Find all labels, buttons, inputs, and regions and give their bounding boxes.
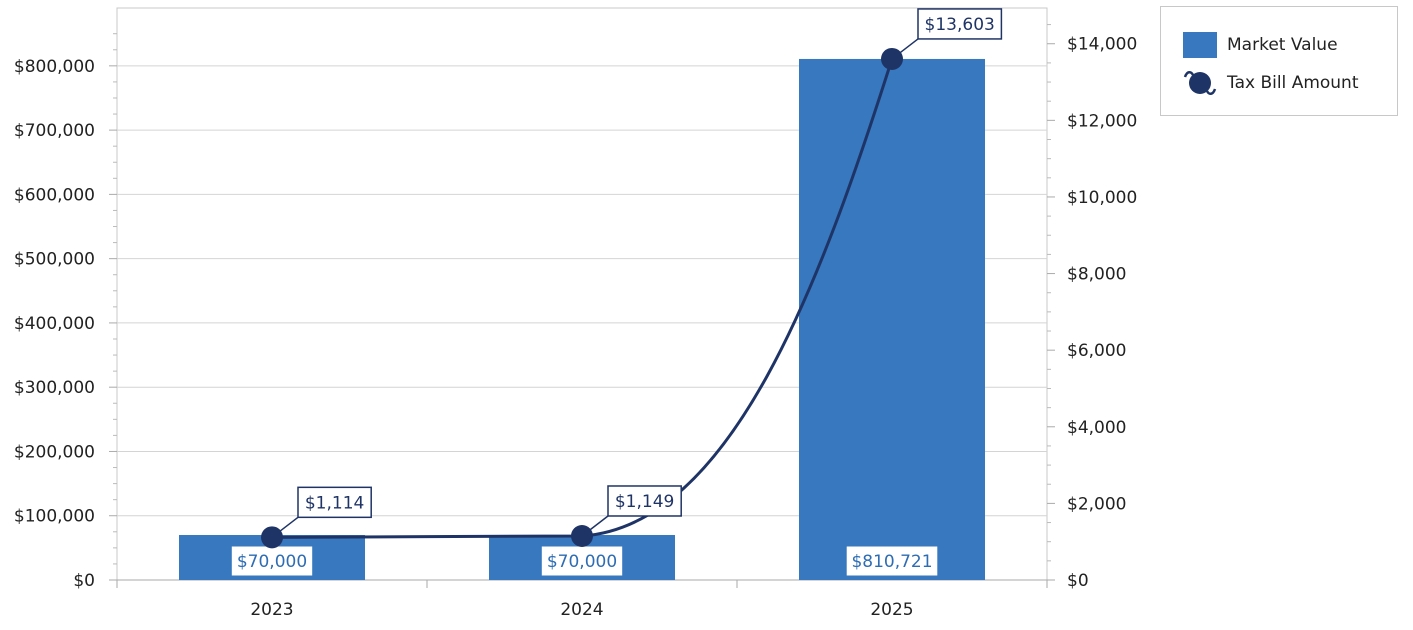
- x-axis-category-label: 2025: [870, 600, 913, 620]
- left-axis-tick-label: $700,000: [14, 121, 95, 141]
- legend-label-market-value: Market Value: [1227, 35, 1338, 55]
- line-tax-bill: [271, 58, 894, 539]
- x-axis-category-label: 2023: [250, 600, 293, 620]
- legend: Market Value Tax Bill Amount: [1160, 6, 1398, 116]
- left-axis-tick-label: $0: [73, 571, 95, 591]
- left-axis-tick-label: $300,000: [14, 378, 95, 398]
- bar-data-label: $70,000: [237, 552, 307, 572]
- legend-bar-swatch: [1183, 32, 1217, 58]
- bar-data-label: $810,721: [851, 552, 932, 572]
- bar-data-label: $70,000: [547, 552, 617, 572]
- legend-item-tax-bill: Tax Bill Amount: [1183, 69, 1359, 97]
- left-axis-tick-label: $800,000: [14, 57, 95, 77]
- legend-line-swatch: [1183, 71, 1217, 95]
- line-label-leader: [581, 515, 609, 537]
- line-data-label: $13,603: [925, 15, 995, 35]
- right-axis-tick-label: $4,000: [1067, 418, 1126, 438]
- right-axis-tick-label: $12,000: [1067, 111, 1137, 131]
- x-axis-category-label: 2024: [560, 600, 603, 620]
- line-label-leader: [271, 516, 299, 538]
- line-label-leader: [891, 38, 919, 60]
- bar-data-label-box: [230, 545, 314, 577]
- left-axis-tick-label: $400,000: [14, 314, 95, 334]
- right-axis-tick-label: $10,000: [1067, 188, 1137, 208]
- bar-market-value: [799, 58, 985, 581]
- right-axis-tick-label: $0: [1067, 571, 1089, 591]
- bar-data-label-box: [845, 545, 939, 577]
- left-axis-tick-label: $100,000: [14, 507, 95, 527]
- right-axis-tick-label: $6,000: [1067, 341, 1126, 361]
- legend-label-tax-bill: Tax Bill Amount: [1227, 73, 1359, 93]
- line-data-label-box: [607, 485, 682, 517]
- left-axis-tick-label: $500,000: [14, 250, 95, 270]
- right-axis-tick-label: $8,000: [1067, 265, 1126, 285]
- right-axis-tick-label: $14,000: [1067, 35, 1137, 55]
- line-data-label-box: [297, 486, 372, 519]
- line-data-label: $1,149: [615, 492, 674, 512]
- line-data-label: $1,114: [305, 493, 364, 513]
- legend-item-market-value: Market Value: [1183, 31, 1338, 59]
- left-axis-tick-label: $200,000: [14, 442, 95, 462]
- left-axis-tick-label: $600,000: [14, 185, 95, 205]
- line-data-label-box: [917, 8, 1003, 40]
- right-axis-tick-label: $2,000: [1067, 494, 1126, 514]
